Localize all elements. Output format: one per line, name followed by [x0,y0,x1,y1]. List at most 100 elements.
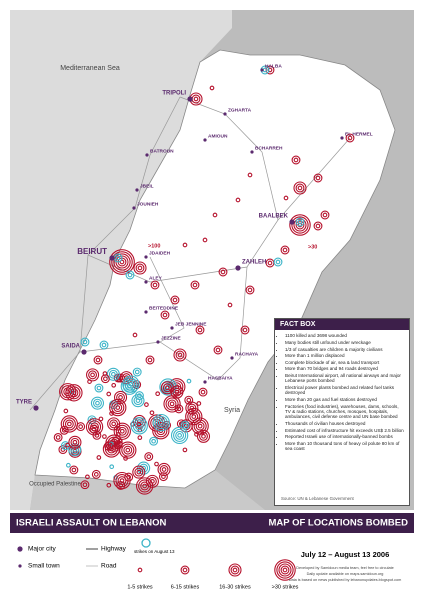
strike-ring [113,390,128,404]
strike-ring [173,348,187,362]
fact-list: 1100 killed and 3698 wounded Many bodies … [279,333,405,451]
fact-item: 1100 killed and 3698 wounded [285,333,405,338]
strike-ring [132,367,142,377]
strike-ring [315,223,321,229]
strike-ring [154,461,159,467]
strike-ring [115,442,121,447]
city-label: SAIDA [61,344,80,350]
strike-ring [152,282,158,288]
strike-ring [182,447,188,453]
strike-ring [122,375,140,393]
strike-ring [53,432,63,442]
strike-ring [135,263,145,273]
strike-ring [165,397,179,411]
strike-ring [170,295,180,305]
strike-ring [230,565,240,575]
fact-item: More than 70 bridges and 94 roads destro… [285,366,405,371]
strike-ring [116,392,125,402]
strike-ring [212,212,218,218]
strike-ring [293,157,299,163]
strike-ring [94,383,104,393]
strike-ring [293,181,307,195]
strike-ring [172,297,178,303]
strike-ring [140,481,150,491]
town-label: HASBAIYA [208,375,233,381]
strike-ring [61,385,75,399]
strike-ring [175,430,185,440]
strike-ring [158,420,164,425]
town-label: ZGHARTA [228,107,252,113]
strike-ring [119,428,125,434]
strike-ring [123,445,133,455]
strike-ring [86,368,100,382]
strike-ring [274,559,296,581]
city-dot [187,96,193,102]
strike-ring [103,376,108,382]
strike-ring [104,441,114,451]
strike-ring [123,456,128,461]
strike-ring [118,483,124,488]
strike-ring [167,399,177,409]
strike-ring [119,259,125,265]
strike-ring [106,482,112,488]
strike-ring [106,367,120,381]
strike-ring [111,382,117,388]
strike-ring [85,474,90,480]
strike-ring [149,410,155,416]
strike-ring [184,395,194,405]
strike-ring [99,340,109,350]
strike-ring [85,418,104,436]
strike-ring [182,567,188,573]
strike-ring [72,439,78,445]
strike-ring [93,355,103,365]
strike-ring [195,325,205,335]
strike-ring [88,420,102,434]
town-dot [260,68,264,72]
town-label: HALBA [265,63,282,69]
strike-ring [109,464,115,470]
strike-ring [131,394,145,408]
city-dot [33,405,39,411]
strike-ring [115,255,129,269]
town-dot [135,188,139,192]
strike-ring [67,421,72,427]
strike-ring [278,563,292,577]
strike-ring [155,391,161,397]
strike-ring [174,404,184,414]
strike-ring [61,427,67,433]
strike-ring [109,398,127,417]
town-label: BATROUN [150,148,174,154]
strike-ring [265,65,275,75]
strike-ring [187,410,201,424]
strike-ring [289,214,311,236]
strike-ring [297,185,303,191]
strike-ring [113,253,131,271]
city-label: TRIPOLI [162,91,186,97]
strike-ring [180,565,190,575]
fact-item: Thousands of civilian houses destroyed [285,421,405,426]
strike-ring [291,216,309,234]
strike-ring [82,482,88,488]
strike-ring [297,219,303,225]
legend-strike-class: 6-15 strikes [171,584,200,590]
strike-ring [247,172,253,178]
strike-ring [102,434,107,439]
town-dot [145,153,149,157]
strike-ring [135,398,141,403]
strike-ring [280,245,290,255]
strike-ring [101,342,107,348]
strike-ring [180,420,190,430]
fact-item: 1/3 of casualties are children & majorit… [285,347,405,352]
strike-ring [137,265,143,271]
strike-ring [117,426,127,436]
strike-ring [159,378,177,396]
strike-ring [282,567,288,573]
strike-ring [186,378,192,384]
strike-ring [199,431,208,441]
strike-ring [63,408,69,414]
strike-ring [159,465,169,474]
strike-ring [147,357,153,363]
town-dot [223,112,227,116]
strike-ring [245,285,255,295]
strike-ring [191,414,197,419]
